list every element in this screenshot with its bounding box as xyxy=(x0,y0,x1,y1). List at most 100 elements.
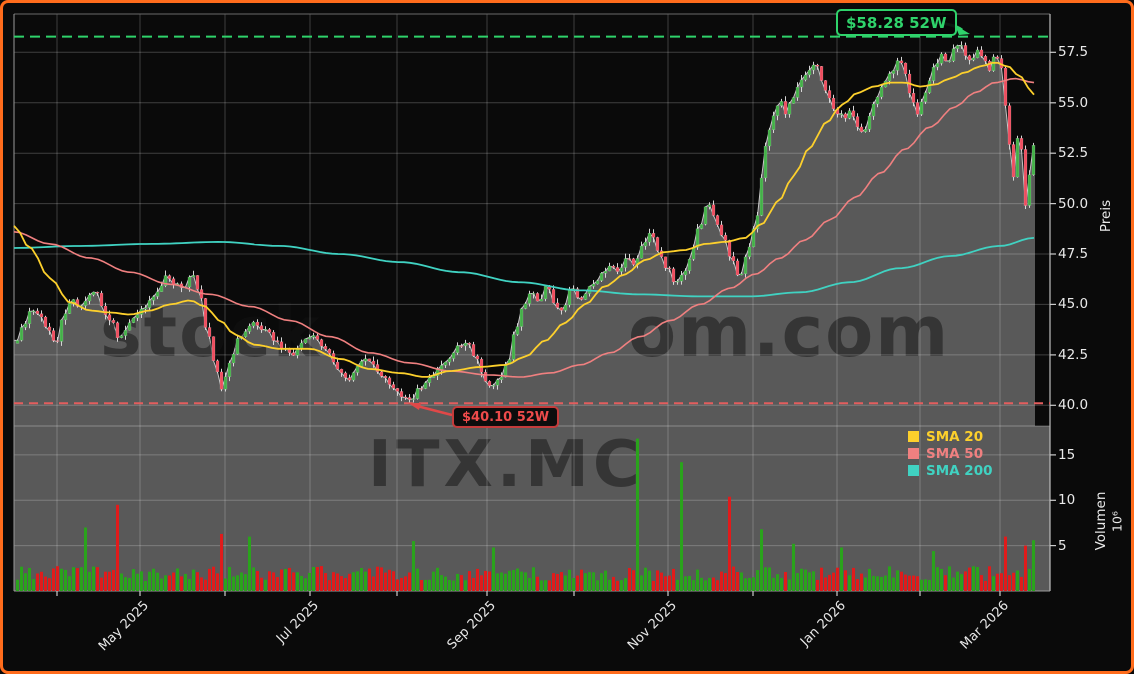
volume-bar xyxy=(648,570,651,591)
price-tick-label: 45.0 xyxy=(1058,296,1089,313)
candle xyxy=(243,331,248,338)
candle xyxy=(551,289,556,304)
low-arrowhead-icon xyxy=(408,403,421,410)
candle xyxy=(351,372,356,381)
candle xyxy=(847,110,852,119)
volume-bar xyxy=(1000,573,1003,591)
candle xyxy=(411,398,416,400)
sma-legend: SMA 20 SMA 50 SMA 200 xyxy=(908,428,993,479)
volume-bar xyxy=(484,570,487,591)
candle xyxy=(367,358,372,362)
candle xyxy=(143,307,148,310)
volume-bar xyxy=(548,580,551,591)
candle xyxy=(603,270,608,274)
candle xyxy=(35,310,40,314)
volume-bar xyxy=(616,580,619,591)
volume-bar xyxy=(640,575,643,591)
candle xyxy=(259,325,264,331)
volume-bar xyxy=(388,569,391,591)
watermark-symbol: ITX.MC xyxy=(368,428,644,502)
candle xyxy=(859,126,864,132)
candle xyxy=(851,110,856,117)
volume-bar xyxy=(76,568,79,591)
volume-bar xyxy=(732,566,735,591)
candle xyxy=(47,326,52,331)
price-area-fill xyxy=(14,45,1035,427)
volume-bar xyxy=(20,566,23,591)
candle xyxy=(671,268,676,283)
candle xyxy=(871,103,876,117)
volume-bar xyxy=(556,574,559,591)
volume-bar xyxy=(944,575,947,591)
volume-bar xyxy=(184,573,187,591)
volume-bar xyxy=(48,578,51,591)
volume-bar xyxy=(220,533,223,591)
candle xyxy=(403,396,408,399)
volume-bar xyxy=(724,573,727,591)
volume-bar xyxy=(44,576,47,591)
volume-bar xyxy=(964,571,967,591)
candle xyxy=(203,298,208,328)
volume-bar xyxy=(436,567,439,591)
candle xyxy=(887,73,892,82)
volume-bar xyxy=(136,573,139,591)
volume-bar xyxy=(392,571,395,591)
volume-bar xyxy=(868,568,871,591)
annotation-52w-high: $58.28 52W xyxy=(836,9,957,36)
volume-bar xyxy=(364,571,367,591)
candle xyxy=(55,340,60,342)
volume-bar xyxy=(348,573,351,591)
volume-bar xyxy=(400,577,403,591)
candle xyxy=(631,258,636,265)
volume-bar xyxy=(444,576,447,591)
candle xyxy=(879,86,884,98)
candle xyxy=(895,60,900,71)
volume-bar xyxy=(728,496,731,591)
volume-bar xyxy=(544,580,547,591)
candle xyxy=(867,115,872,130)
volume-bar xyxy=(972,566,975,591)
volume-bar xyxy=(384,572,387,591)
volume-bar xyxy=(312,567,315,591)
volume-bar xyxy=(752,577,755,591)
volume-bar xyxy=(404,576,407,591)
price-tick-label: 50.0 xyxy=(1058,195,1089,212)
volume-bar xyxy=(340,576,343,591)
volume-bar xyxy=(864,577,867,591)
candle xyxy=(723,234,728,241)
price-axis-title: Preis xyxy=(1098,199,1114,233)
candle xyxy=(227,362,232,378)
candle xyxy=(475,355,480,360)
candle xyxy=(447,358,452,363)
candle xyxy=(415,388,420,399)
candle xyxy=(735,260,740,276)
volume-bar xyxy=(296,572,299,591)
volume-bar xyxy=(976,567,979,591)
candle xyxy=(535,293,540,302)
watermark-site-right: om.com xyxy=(628,291,950,373)
volume-bar xyxy=(872,575,875,591)
volume-bar xyxy=(1020,576,1023,591)
candle xyxy=(75,299,80,307)
volume-bar xyxy=(336,573,339,591)
candle xyxy=(15,340,20,344)
volume-bar xyxy=(488,571,491,591)
volume-bar xyxy=(140,571,143,591)
volume-bar xyxy=(272,572,275,591)
candle xyxy=(463,342,468,347)
volume-bar xyxy=(908,575,911,591)
candle xyxy=(759,177,764,216)
volume-bar xyxy=(892,577,895,591)
volume-bar xyxy=(244,574,247,591)
candle xyxy=(627,258,632,260)
candle xyxy=(983,56,988,62)
volume-bar xyxy=(196,572,199,591)
volume-bar xyxy=(192,569,195,591)
volume-bar xyxy=(432,571,435,591)
candle xyxy=(223,376,228,390)
candle xyxy=(675,281,680,283)
candle xyxy=(191,275,196,278)
volume-bar xyxy=(980,575,983,591)
volume-bar xyxy=(768,567,771,591)
candle xyxy=(499,376,504,381)
